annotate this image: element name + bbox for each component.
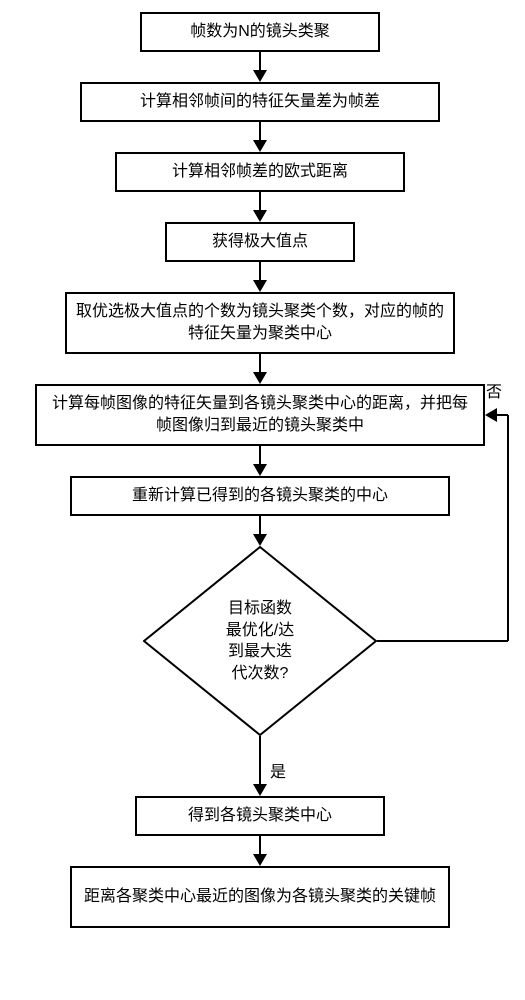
- flow-node-n1: 帧数为N的镜头类聚: [140, 12, 380, 52]
- edge-label-no: 否: [486, 378, 502, 402]
- edge-label-yes: 是: [270, 758, 286, 782]
- flow-node-n9: 得到各镜头聚类中心: [135, 796, 385, 836]
- flow-node-n4: 获得极大值点: [165, 222, 355, 262]
- flow-node-n6: 计算每帧图像的特征矢量到各镜头聚类中心的距离，并把每帧图像归到最近的镜头聚类中: [35, 384, 485, 446]
- flow-node-n7: 重新计算已得到的各镜头聚类的中心: [70, 476, 450, 516]
- flow-decision-n8: 目标函数最优化/达到最大迭代次数?: [143, 546, 377, 736]
- flow-node-n10: 距离各聚类中心最近的图像为各镜头聚类的关键帧: [70, 866, 450, 928]
- flow-node-n5: 取优选极大值点的个数为镜头聚类个数，对应的帧的特征矢量为聚类中心: [65, 292, 455, 354]
- flow-node-n2: 计算相邻帧间的特征矢量差为帧差: [80, 82, 440, 122]
- flowchart-container: 帧数为N的镜头类聚计算相邻帧间的特征矢量差为帧差计算相邻帧差的欧式距离获得极大值…: [0, 0, 525, 1000]
- flow-node-n3: 计算相邻帧差的欧式距离: [115, 152, 405, 192]
